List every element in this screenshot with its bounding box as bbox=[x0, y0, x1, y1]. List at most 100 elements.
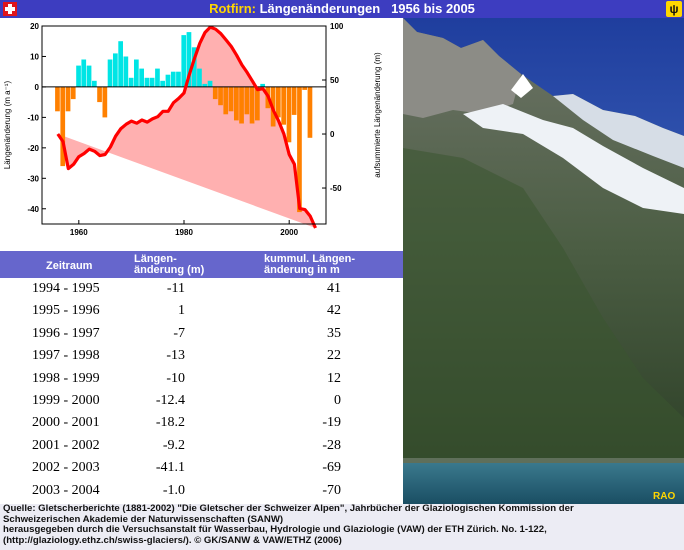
y-tick-label: 0 bbox=[35, 83, 40, 92]
cell-cumulative: 22 bbox=[327, 348, 341, 364]
cell-period: 1996 - 1997 bbox=[32, 325, 100, 341]
annual-bar bbox=[307, 86, 313, 138]
annual-bar bbox=[70, 86, 76, 100]
annual-bar bbox=[202, 83, 208, 87]
y-tick-label: 10 bbox=[30, 52, 39, 61]
x-tick-label: 1980 bbox=[175, 228, 193, 237]
glacier-photo: RAO bbox=[403, 18, 684, 504]
annual-bar bbox=[286, 86, 292, 143]
table-row: 1998 - 1999 -10 12 bbox=[0, 368, 403, 390]
table-row: 2003 - 2004 -1.0 -70 bbox=[0, 480, 403, 502]
cell-change: 1 bbox=[178, 303, 185, 319]
annual-bar bbox=[144, 77, 150, 87]
annual-bar bbox=[255, 86, 260, 121]
annual-bar bbox=[97, 86, 102, 103]
table-row: 1999 - 2000 -12.4 0 bbox=[0, 390, 403, 412]
annual-bar bbox=[291, 86, 297, 115]
annual-bar bbox=[302, 86, 307, 90]
table-row: 1996 - 1997 -7 35 bbox=[0, 323, 403, 345]
annual-bar bbox=[181, 35, 187, 87]
length-change-table: Zeitraum Längen-änderung (m) kummul. Län… bbox=[0, 251, 403, 524]
cell-period: 2000 - 2001 bbox=[32, 415, 100, 431]
table-header: Zeitraum Längen-änderung (m) kummul. Län… bbox=[0, 251, 403, 278]
photo-credit: RAO bbox=[653, 491, 675, 502]
annual-bar bbox=[123, 56, 129, 87]
table-row: 2001 - 2002 -9.2 -28 bbox=[0, 435, 403, 457]
cell-period: 1998 - 1999 bbox=[32, 370, 100, 386]
title-bar: Rotfirn: Längenänderungen 1956 bis 2005 … bbox=[0, 0, 684, 18]
annual-bar bbox=[297, 86, 302, 213]
cell-change: -12.4 bbox=[155, 392, 185, 408]
annual-bar bbox=[128, 77, 134, 87]
annual-bar bbox=[197, 68, 202, 87]
annual-bar bbox=[107, 59, 113, 87]
annual-bar bbox=[212, 86, 218, 100]
annual-bar bbox=[60, 86, 66, 167]
cell-change: -18.2 bbox=[155, 415, 185, 431]
cumulative-line bbox=[56, 25, 317, 229]
title-text: Längenänderungen 1956 bis 2005 bbox=[256, 1, 475, 16]
y-tick-label: -10 bbox=[27, 113, 39, 122]
annual-bar bbox=[207, 80, 213, 87]
cell-cumulative: 41 bbox=[327, 281, 341, 296]
length-change-chart: -40 -30 -20 -10 0 10 20 -50 0 50 100 1960 1980 2000 L… bbox=[3, 22, 382, 237]
cell-period: 2002 - 2003 bbox=[32, 460, 100, 476]
y2-tick-label: 0 bbox=[330, 130, 335, 139]
annual-bar bbox=[186, 32, 192, 87]
header-change: Längen-änderung (m) bbox=[134, 253, 205, 276]
annual-bar bbox=[165, 74, 171, 87]
footer-line: Schweizerischen Akademie der Naturwissen… bbox=[3, 513, 284, 525]
footer-line: (http://glaziology.ethz.ch/swiss-glacier… bbox=[3, 534, 342, 546]
annual-bar bbox=[239, 86, 244, 124]
cell-period: 1995 - 1996 bbox=[32, 303, 100, 319]
annual-bar bbox=[228, 86, 234, 112]
annual-bar bbox=[244, 86, 250, 115]
cell-cumulative: -70 bbox=[322, 482, 341, 498]
annual-bar bbox=[65, 86, 71, 112]
annual-bar bbox=[134, 59, 139, 87]
annual-bar bbox=[102, 86, 108, 118]
annual-bar bbox=[223, 86, 229, 115]
table-row: 2000 - 2001 -18.2 -19 bbox=[0, 412, 403, 434]
annual-bar bbox=[76, 65, 81, 87]
annual-bar bbox=[191, 47, 197, 87]
table-row: 1995 - 1996 1 42 bbox=[0, 300, 403, 322]
cell-period: 1994 - 1995 bbox=[32, 281, 100, 296]
annual-bar bbox=[155, 68, 160, 87]
annual-bar bbox=[281, 86, 286, 125]
cell-cumulative: 0 bbox=[334, 392, 341, 408]
annual-bar bbox=[176, 71, 181, 87]
footer-line: herausgegeben durch die Versuchsanstalt … bbox=[3, 524, 547, 536]
x-tick-label: 1960 bbox=[70, 228, 88, 237]
annual-bar bbox=[149, 77, 155, 87]
header-period: Zeitraum bbox=[46, 260, 93, 272]
source-footer: Quelle: Gletscherberichte (1881-2002) "D… bbox=[0, 503, 684, 550]
annual-bar bbox=[218, 86, 223, 106]
cumulative-area bbox=[57, 27, 316, 228]
cell-cumulative: -69 bbox=[322, 460, 341, 476]
y-tick-label: 20 bbox=[30, 22, 39, 31]
title-glacier-name: Rotfirn: bbox=[209, 1, 256, 16]
page-title: Rotfirn: Längenänderungen 1956 bis 2005 bbox=[0, 1, 684, 16]
cell-period: 1997 - 1998 bbox=[32, 348, 100, 364]
cell-period: 1999 - 2000 bbox=[32, 392, 100, 408]
x-tick-label: 2000 bbox=[280, 228, 298, 237]
cell-period: 2003 - 2004 bbox=[32, 482, 100, 498]
cell-cumulative: 35 bbox=[327, 325, 341, 341]
y-tick-label: -20 bbox=[27, 144, 39, 153]
y-tick-label: -30 bbox=[27, 174, 39, 183]
cell-change: -9.2 bbox=[162, 437, 185, 453]
annual-bar bbox=[260, 83, 265, 87]
table-row: 2002 - 2003 -41.1 -69 bbox=[0, 457, 403, 479]
y2-tick-label: 100 bbox=[330, 22, 344, 31]
y-axis-label-right: aufsummierte Längenänderung (m) bbox=[373, 52, 382, 178]
cell-change: -7 bbox=[173, 325, 185, 341]
y-axis-label-left: Längenänderung (m a⁻¹) bbox=[3, 81, 12, 170]
annual-bar bbox=[160, 80, 165, 87]
cell-change: -11 bbox=[166, 281, 185, 296]
table-row: 1997 - 1998 -13 22 bbox=[0, 345, 403, 367]
cell-change: -1.0 bbox=[162, 482, 185, 498]
annual-bar bbox=[249, 86, 255, 124]
annual-bar bbox=[276, 86, 281, 118]
swiss-flag-icon bbox=[3, 2, 17, 16]
